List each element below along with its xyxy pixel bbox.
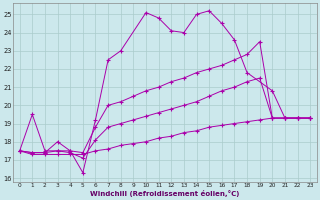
X-axis label: Windchill (Refroidissement éolien,°C): Windchill (Refroidissement éolien,°C) (90, 190, 240, 197)
